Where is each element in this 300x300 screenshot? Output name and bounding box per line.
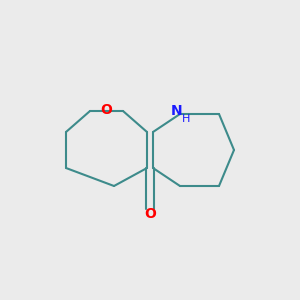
Text: N: N bbox=[171, 104, 183, 118]
Text: H: H bbox=[182, 114, 190, 124]
Text: O: O bbox=[144, 208, 156, 221]
Text: O: O bbox=[100, 103, 112, 116]
